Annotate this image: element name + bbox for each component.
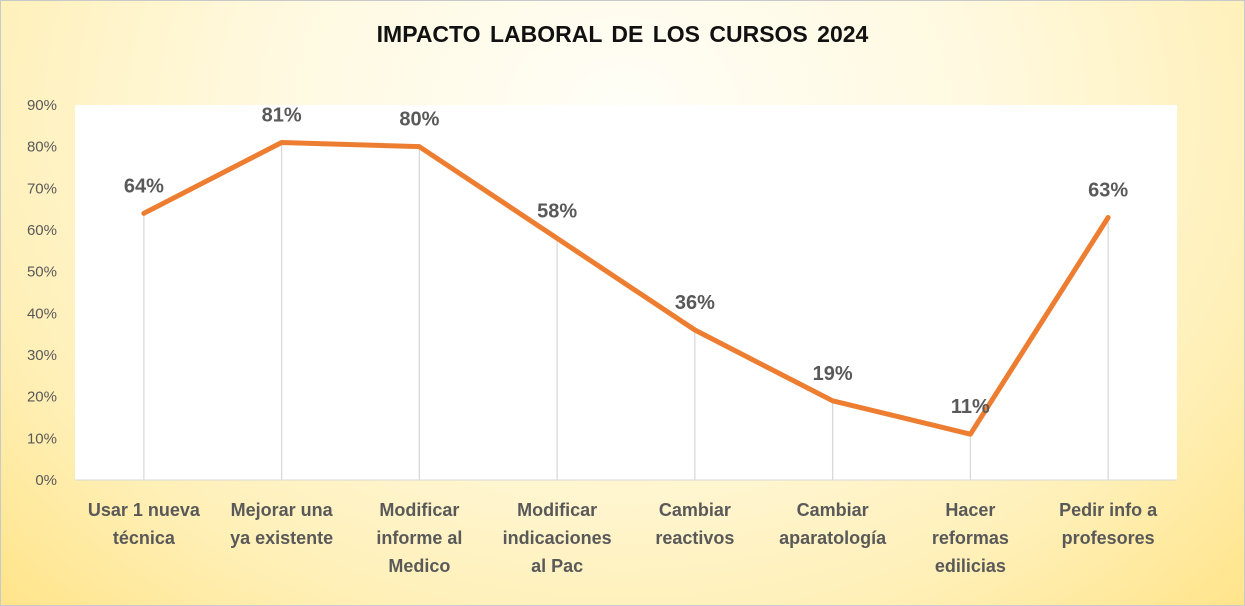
data-label: 11% bbox=[951, 396, 990, 418]
plot-area bbox=[75, 105, 1177, 480]
x-tick-label: Hacer reformas edilicias bbox=[932, 500, 1009, 576]
data-label: 19% bbox=[813, 363, 853, 385]
y-tick-label: 80% bbox=[27, 139, 57, 156]
x-tick-label: Cambiar aparatología bbox=[779, 500, 887, 548]
x-tick-label: Modificar indicaciones al Pac bbox=[503, 500, 612, 576]
y-tick-label: 10% bbox=[27, 430, 57, 447]
data-label: 81% bbox=[262, 105, 302, 127]
x-tick-label: Cambiar reactivos bbox=[655, 500, 734, 548]
data-label: 36% bbox=[675, 292, 715, 314]
y-tick-label: 30% bbox=[27, 347, 57, 364]
y-tick-label: 50% bbox=[27, 264, 57, 281]
series-line bbox=[141, 140, 1111, 437]
y-tick-label: 90% bbox=[27, 97, 57, 114]
y-tick-label: 20% bbox=[27, 389, 57, 406]
chart-title: IMPACTO LABORAL DE LOS CURSOS 2024 bbox=[376, 21, 869, 47]
data-label: 64% bbox=[124, 175, 164, 197]
data-label: 80% bbox=[399, 109, 439, 131]
x-tick-label: Modificar informe al Medico bbox=[376, 500, 462, 576]
y-tick-label: 70% bbox=[27, 180, 57, 197]
y-tick-label: 0% bbox=[35, 472, 57, 489]
y-tick-label: 40% bbox=[27, 305, 57, 322]
x-tick-label: Mejorar una ya existente bbox=[230, 500, 334, 548]
y-tick-label: 60% bbox=[27, 222, 57, 239]
data-label: 63% bbox=[1088, 180, 1128, 202]
data-label: 58% bbox=[537, 200, 577, 222]
x-tick-label: Pedir info a profesores bbox=[1059, 500, 1158, 548]
x-tick-label: Usar 1 nueva técnica bbox=[88, 500, 201, 548]
